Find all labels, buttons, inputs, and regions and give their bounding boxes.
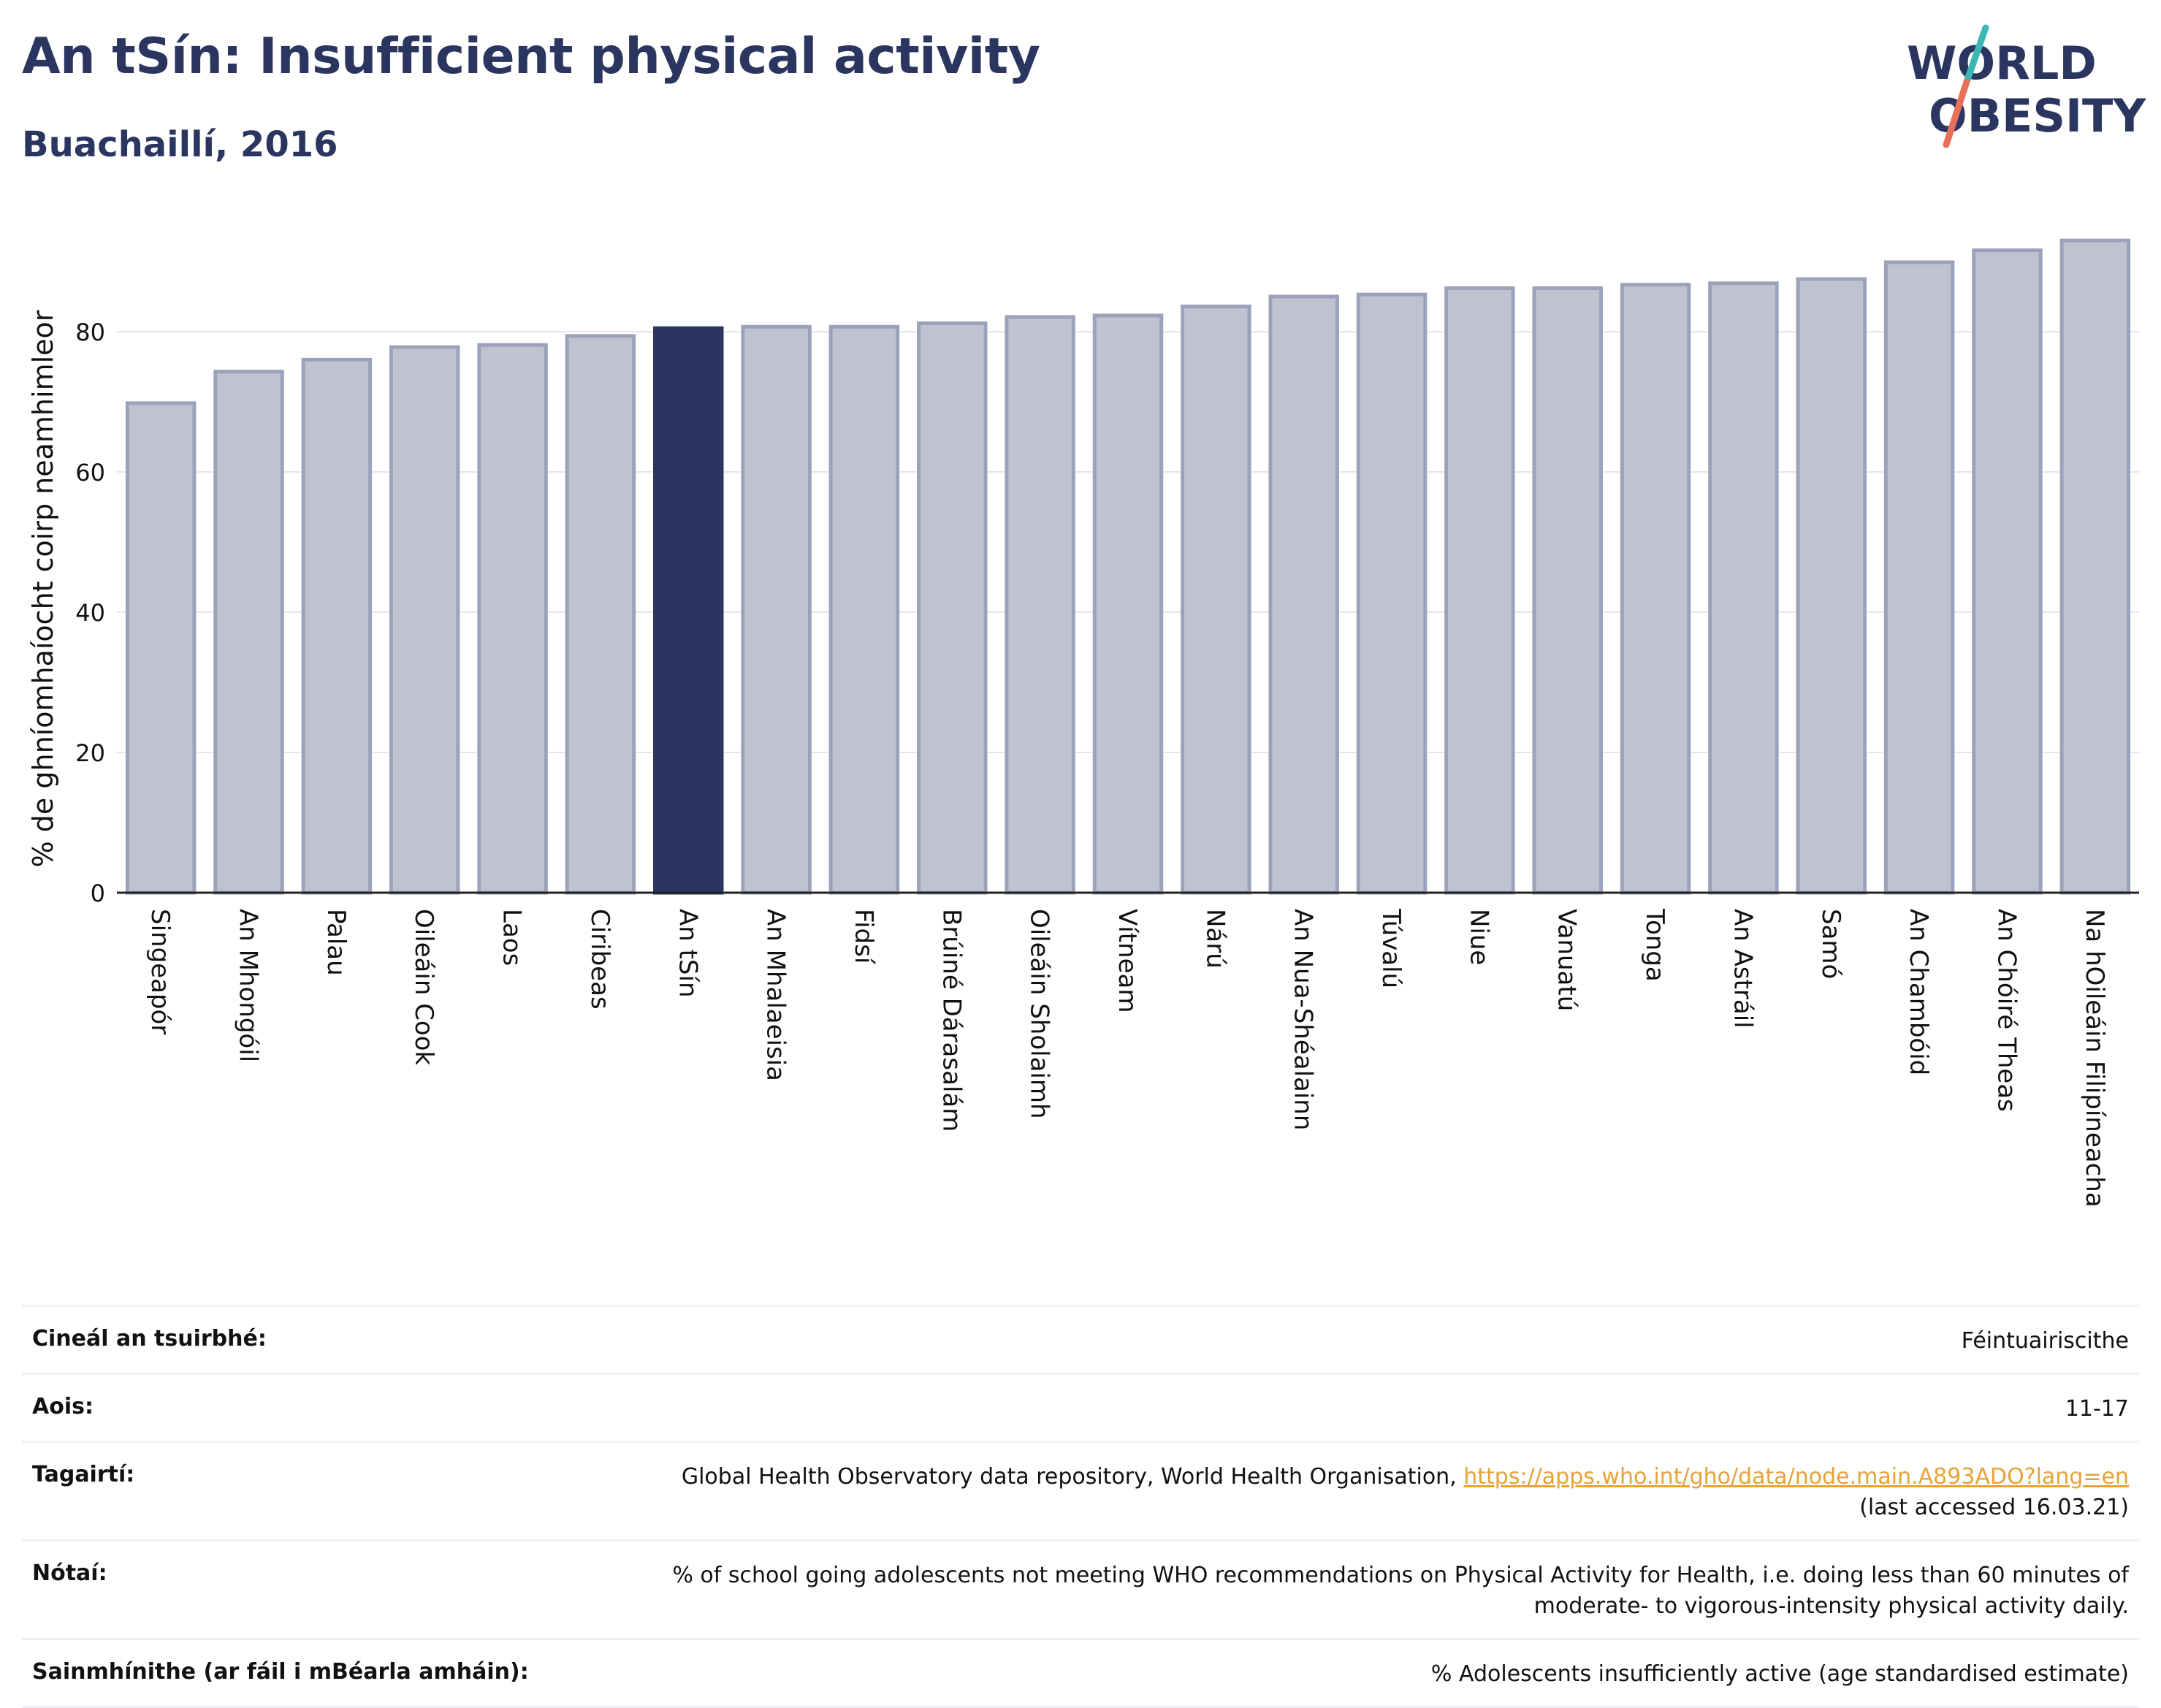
world-obesity-logo: WORLD OBESITY [1907,24,2146,148]
logo-text-world: WORLD [1907,37,2097,90]
logo-slash-bottom [1943,78,1970,148]
definitions-value: % Adolescents insufficiently active (age… [1430,1661,2129,1687]
x-tick-label: Vítneam [1113,909,1142,1013]
bars [125,238,2131,895]
info-row-references: Tagairtí: Global Health Observatory data… [22,1441,2139,1539]
x-tick-label: Fidsí [849,909,878,965]
x-tick-label: Singeapór [145,909,175,1034]
y-tick-label: 60 [75,459,105,487]
x-tick-label: Laos [498,909,527,966]
bar-4[interactable] [477,343,548,895]
bar-1[interactable] [213,370,284,895]
x-tick-label: An Chambóid [1904,909,1933,1075]
bar-12[interactable] [1181,304,1251,895]
bar-0[interactable] [125,401,197,895]
x-tick-label: Brúiné Dárasalám [937,909,966,1132]
bar-10[interactable] [1005,315,1075,895]
info-row-notes: Nótaí: % of school going adolescents not… [22,1539,2139,1638]
definitions-label: Sainmhínithe (ar fáil i mBéarla amháin): [32,1659,529,1685]
notes-value: % of school going adolescents not meetin… [672,1560,2129,1622]
age-value: 11-17 [2065,1396,2129,1422]
x-tick-label: Tonga [1640,908,1669,982]
y-axis-label: % de ghníomhaíocht coirp neamhimleor [27,310,59,867]
y-tick-labels: 0 20 40 60 80 [75,319,105,907]
logo-text-obesity: OBESITY [1929,89,2146,142]
survey-type-value: Féintuairiscithe [1961,1328,2129,1354]
bar-22[interactable] [2059,238,2131,895]
bar-17[interactable] [1620,283,1691,895]
survey-type-label: Cineál an tsuirbhé: [32,1326,267,1351]
bar-3[interactable] [389,345,460,895]
y-tick-label: 20 [75,739,105,767]
bar-6[interactable] [653,326,724,895]
bar-7[interactable] [741,324,812,895]
x-tick-label: Palau [321,909,351,976]
chart-title: An tSín: Insufficient physical activity [22,28,1040,85]
x-tick-label: Niue [1464,909,1493,965]
bar-13[interactable] [1268,294,1339,895]
info-table: Cineál an tsuirbhé: Féintuairiscithe Aoi… [22,1305,2139,1708]
x-tick-label: An Nua-Shéalainn [1289,909,1318,1130]
info-row-age: Aois: 11-17 [22,1373,2139,1441]
bar-8[interactable] [828,324,900,895]
x-tick-label: Ciribeas [585,909,614,1010]
bar-15[interactable] [1444,286,1515,895]
bar-14[interactable] [1356,292,1428,895]
chart-subtitle: Buachaillí, 2016 [22,124,338,165]
logo-slash-top [1963,24,1989,85]
bar-16[interactable] [1532,286,1603,895]
x-tick-label: Samó [1816,909,1845,979]
x-tick-label: Na hOileáin Filipíneacha [2080,909,2109,1208]
bar-21[interactable] [1972,248,2043,895]
x-tick-label: Vanuatú [1552,909,1582,1011]
y-tick-label: 0 [91,880,105,907]
bar-9[interactable] [917,321,988,895]
y-tick-label: 40 [75,599,105,627]
references-value: Global Health Observatory data repositor… [682,1462,2129,1523]
x-tick-label: Nárú [1200,909,1230,969]
age-label: Aois: [32,1394,94,1419]
info-row-definitions: Sainmhínithe (ar fáil i mBéarla amháin):… [22,1638,2139,1708]
x-tick-label: Túvalú [1376,908,1406,988]
notes-line-1: % of school going adolescents not meetin… [672,1563,2129,1588]
x-tick-labels: Singeapór An Mhongóil Palau Oileáin Cook Lao… [145,908,2109,1208]
references-accessed: (last accessed 16.03.21) [1859,1495,2129,1520]
x-tick-label: An tSín [673,909,702,998]
references-label: Tagairtí: [32,1462,135,1487]
bar-20[interactable] [1883,260,1955,895]
x-tick-label: An Mhalaeisia [761,909,790,1081]
bar-11[interactable] [1092,313,1164,895]
y-tick-label: 80 [75,319,105,346]
bar-chart: 0 20 40 60 80 Singeapór An Mhongóil Palau Oileá… [27,238,2139,1208]
bar-18[interactable] [1708,281,1779,895]
notes-label: Nótaí: [32,1560,107,1586]
bar-5[interactable] [565,334,636,895]
x-tick-label: Oileáin Sholaimh [1025,909,1054,1119]
bar-2[interactable] [301,357,373,895]
references-link[interactable]: https://apps.who.int/gho/data/node.main.… [1463,1464,2129,1490]
notes-line-2: moderate- to vigorous-intensity physical… [1533,1593,2129,1619]
x-tick-label: An Mhongóil [234,909,263,1062]
x-tick-label: An Astráil [1728,909,1757,1029]
info-row-survey-type: Cineál an tsuirbhé: Féintuairiscithe [22,1305,2139,1373]
x-tick-label: An Chóiré Theas [1992,909,2021,1112]
references-text: Global Health Observatory data repositor… [681,1464,1464,1490]
x-tick-label: Oileáin Cook [409,909,438,1066]
bar-19[interactable] [1796,277,1867,895]
